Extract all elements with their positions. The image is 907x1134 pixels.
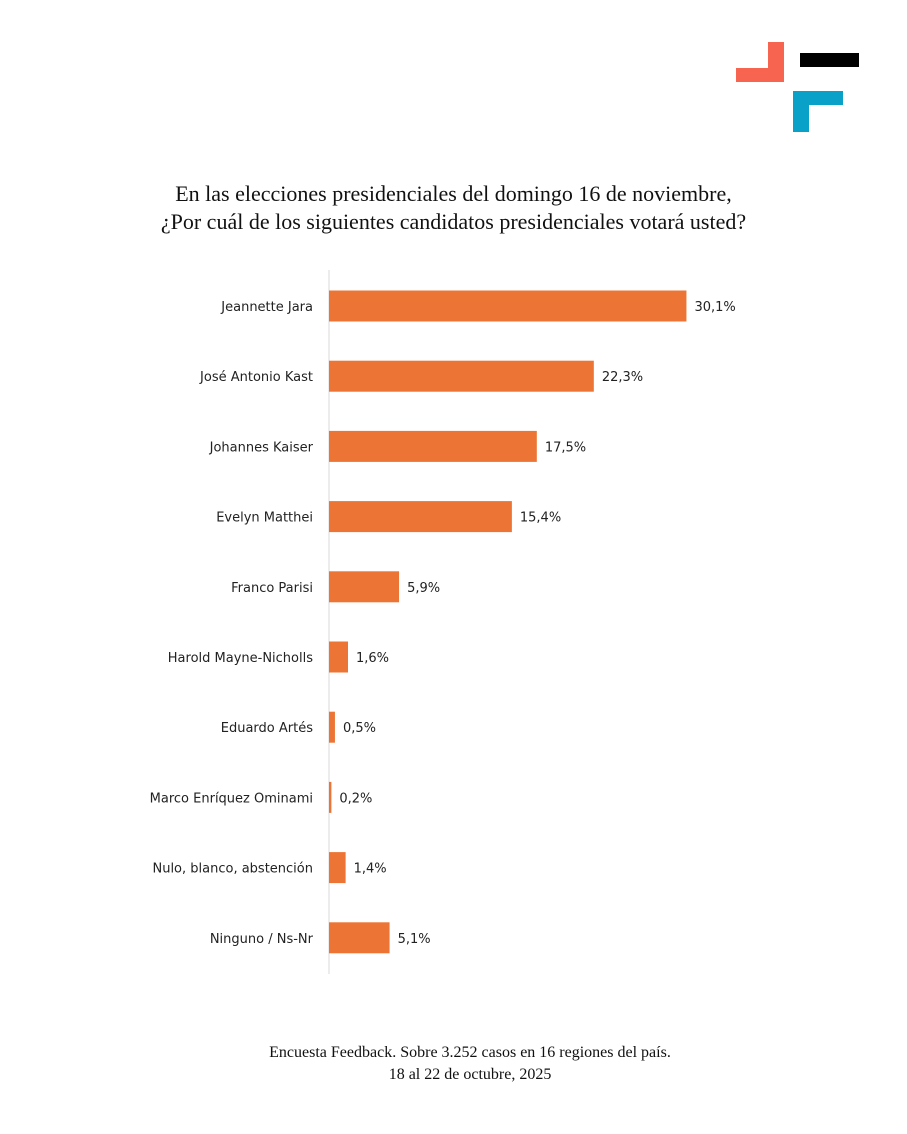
- bar: [329, 360, 594, 392]
- category-label: Jeannette Jara: [220, 300, 313, 315]
- category-label: Marco Enríquez Ominami: [150, 791, 313, 806]
- bar: [329, 501, 512, 533]
- value-label: 1,6%: [356, 651, 389, 666]
- bar: [329, 852, 346, 884]
- category-label: Franco Parisi: [231, 581, 313, 596]
- logo-red-corner: [736, 42, 784, 82]
- bar: [329, 922, 390, 954]
- category-label: Evelyn Matthei: [216, 511, 313, 526]
- value-label: 0,2%: [339, 791, 372, 806]
- value-label: 15,4%: [520, 511, 561, 526]
- bar-chart: Jeannette Jara 30,1% José Antonio Kast 22,3…: [150, 270, 736, 974]
- value-label: 0,5%: [343, 721, 376, 736]
- feedback-logo: [736, 42, 859, 132]
- chart-title-line-1: En las elecciones presidenciales del dom…: [175, 181, 732, 206]
- value-label: 22,3%: [602, 370, 643, 385]
- category-label: Nulo, blanco, abstención: [152, 862, 313, 877]
- value-label: 5,9%: [407, 581, 440, 596]
- category-label: Harold Mayne-Nicholls: [168, 651, 313, 666]
- value-label: 30,1%: [694, 300, 735, 315]
- value-label: 5,1%: [398, 932, 431, 947]
- footer-line-2: 18 al 22 de octubre, 2025: [388, 1066, 552, 1083]
- bar: [329, 781, 332, 813]
- logo-black-bar: [800, 53, 859, 67]
- footer-note: Encuesta Feedback. Sobre 3.252 casos en …: [0, 1042, 907, 1086]
- category-label: José Antonio Kast: [199, 370, 313, 385]
- chart-title-line-2: ¿Por cuál de los siguientes candidatos p…: [160, 209, 747, 234]
- bar: [329, 571, 400, 603]
- value-label: 1,4%: [354, 862, 387, 877]
- bar: [329, 430, 537, 462]
- bar: [329, 290, 687, 322]
- footer-line-1: Encuesta Feedback. Sobre 3.252 casos en …: [269, 1044, 671, 1061]
- chart-title: En las elecciones presidenciales del dom…: [0, 180, 907, 236]
- category-label: Johannes Kaiser: [209, 440, 314, 455]
- bar: [329, 641, 348, 673]
- category-label: Eduardo Artés: [221, 721, 313, 736]
- value-label: 17,5%: [545, 440, 586, 455]
- bar: [329, 711, 335, 743]
- logo-cyan-corner: [793, 91, 843, 132]
- category-label: Ninguno / Ns-Nr: [210, 932, 314, 947]
